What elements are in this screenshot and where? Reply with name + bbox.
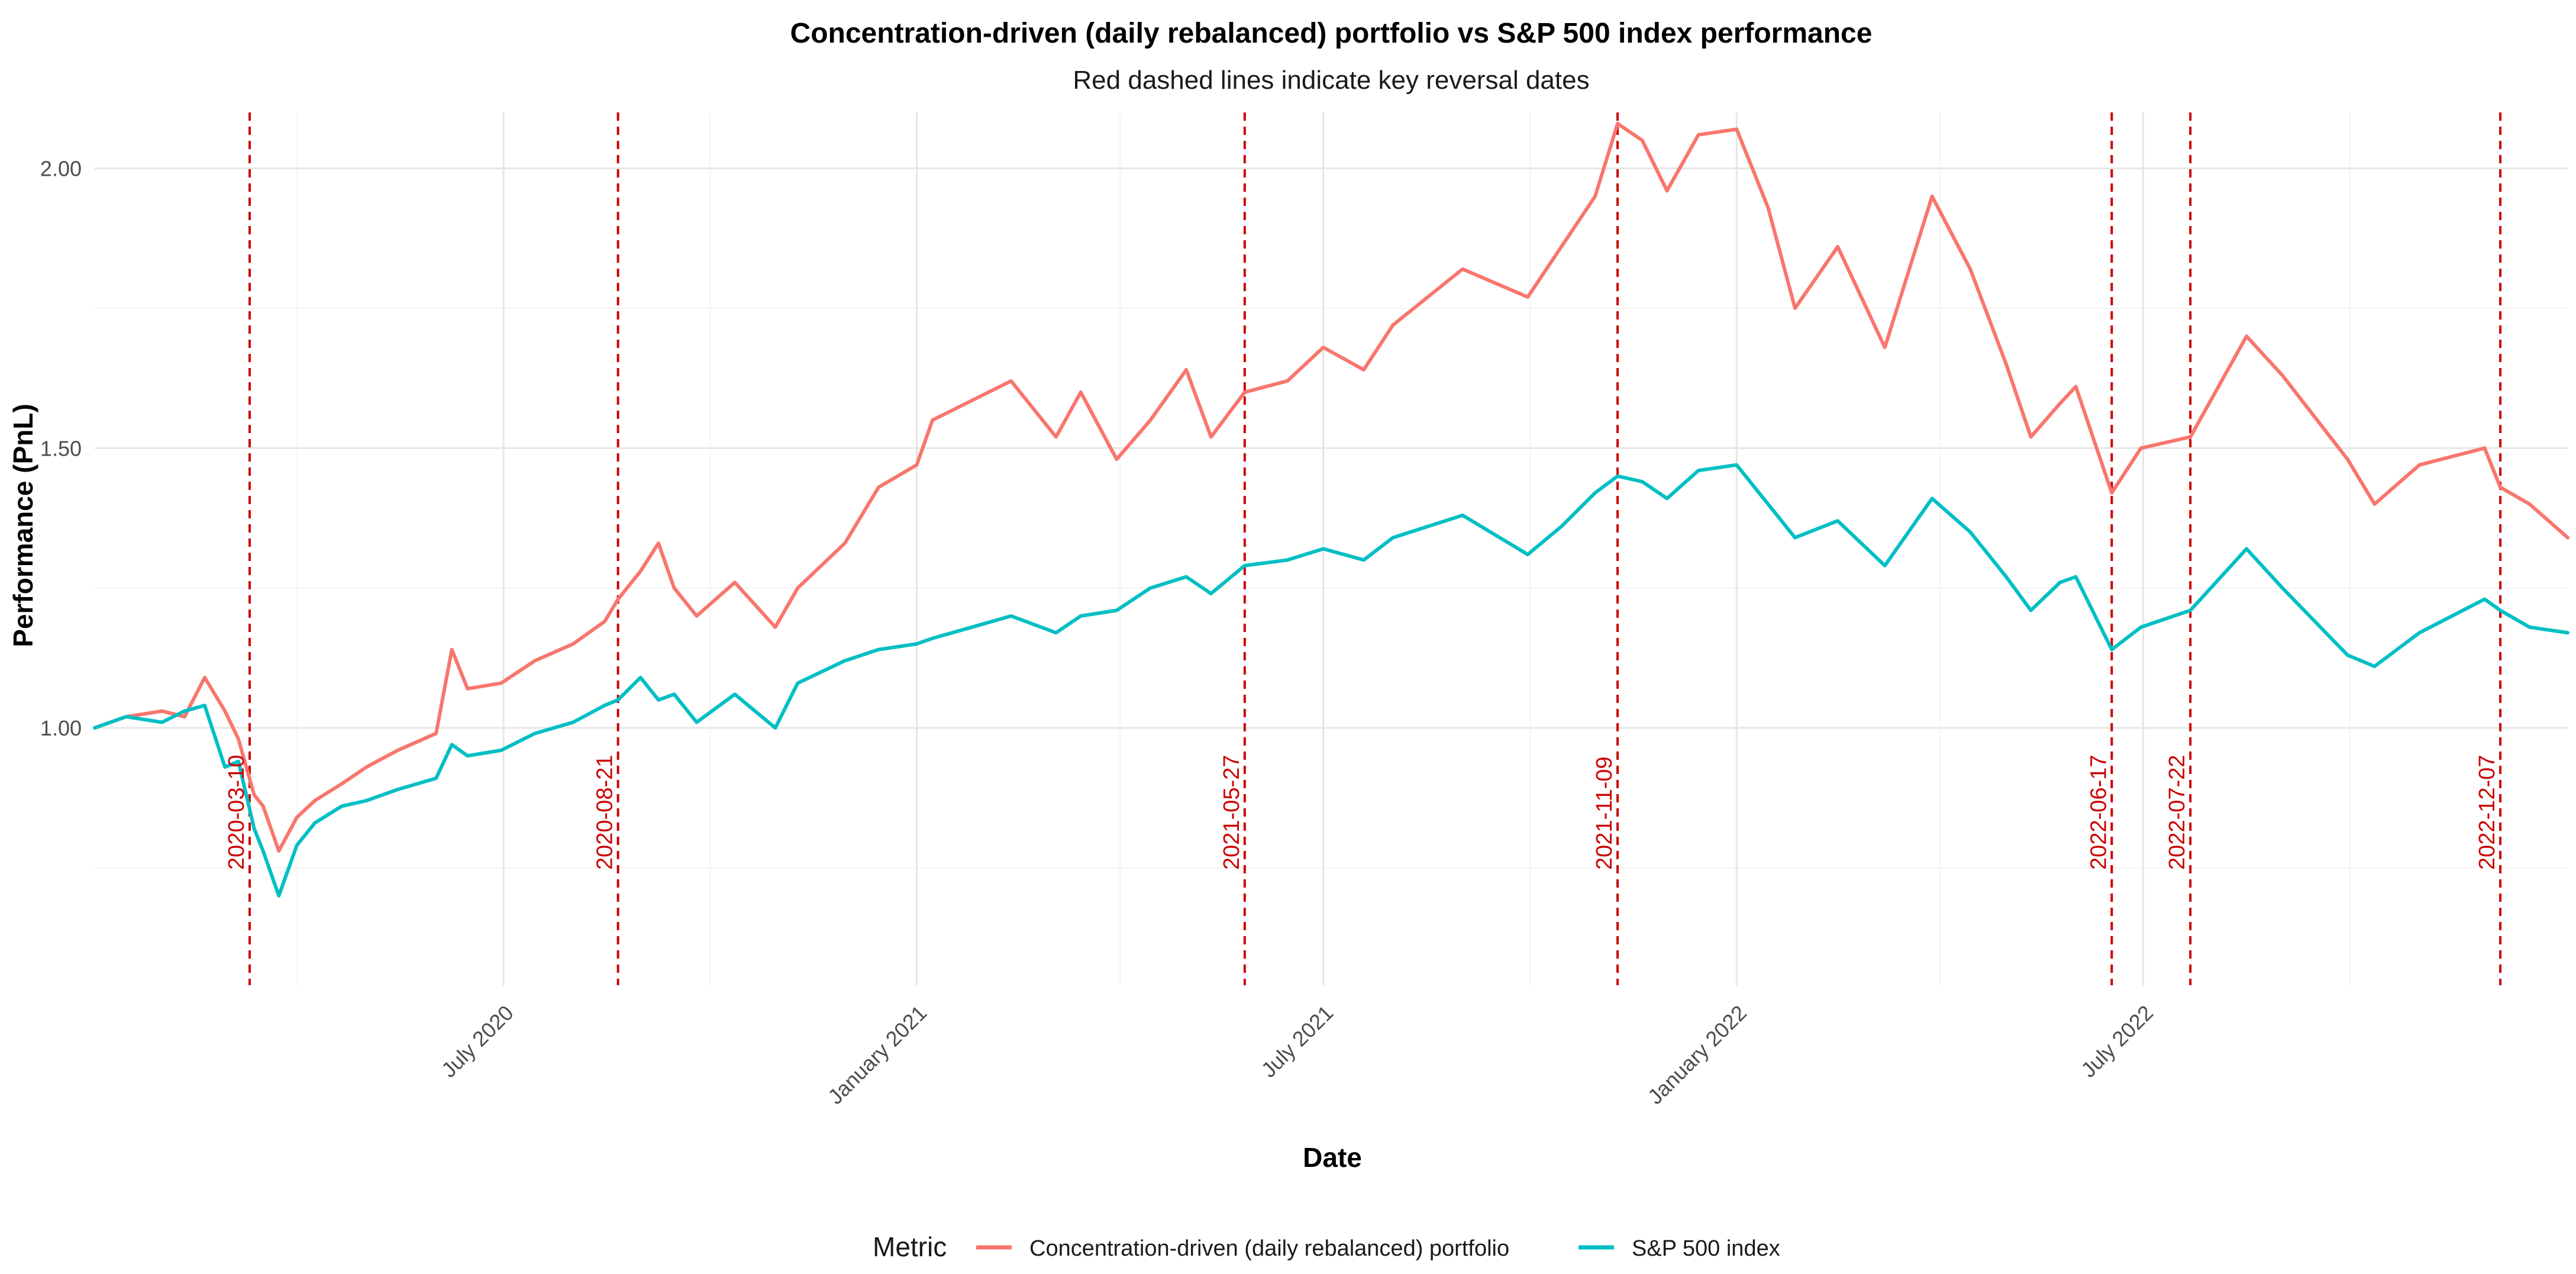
x-axis-label: Date [1303, 1142, 1362, 1173]
reversal-label: 2021-05-27 [1219, 755, 1244, 870]
chart-title: Concentration-driven (daily rebalanced) … [790, 18, 1873, 49]
series-lines [93, 121, 2569, 898]
legend-title: Metric [873, 1231, 947, 1262]
y-tick-label: 2.00 [40, 157, 82, 181]
legend: Metric Concentration-driven (daily rebal… [873, 1231, 1780, 1262]
y-axis-label: Performance (PnL) [8, 404, 38, 647]
reversal-label: 2020-03-10 [224, 755, 249, 870]
series-line-sp500 [93, 463, 2569, 898]
reversal-label: 2022-12-07 [2475, 755, 2500, 870]
reversal-lines [248, 112, 2502, 985]
y-tick-label: 1.00 [40, 716, 82, 740]
legend-label-portfolio: Concentration-driven (daily rebalanced) … [1029, 1236, 1509, 1261]
reversal-label: 2020-08-21 [593, 755, 618, 870]
reversal-label: 2022-07-22 [2165, 755, 2190, 870]
reversal-label: 2021-11-09 [1592, 756, 1617, 870]
reversal-label: 2022-06-17 [2086, 755, 2111, 870]
series-line-portfolio [93, 121, 2569, 853]
chart-subtitle: Red dashed lines indicate key reversal d… [1073, 66, 1589, 95]
reversal-labels: 2020-03-10 2020-08-21 2021-05-27 2021-11-09… [224, 755, 2500, 870]
y-tick-label: 1.50 [40, 436, 82, 460]
legend-label-sp500: S&P 500 index [1632, 1236, 1780, 1261]
